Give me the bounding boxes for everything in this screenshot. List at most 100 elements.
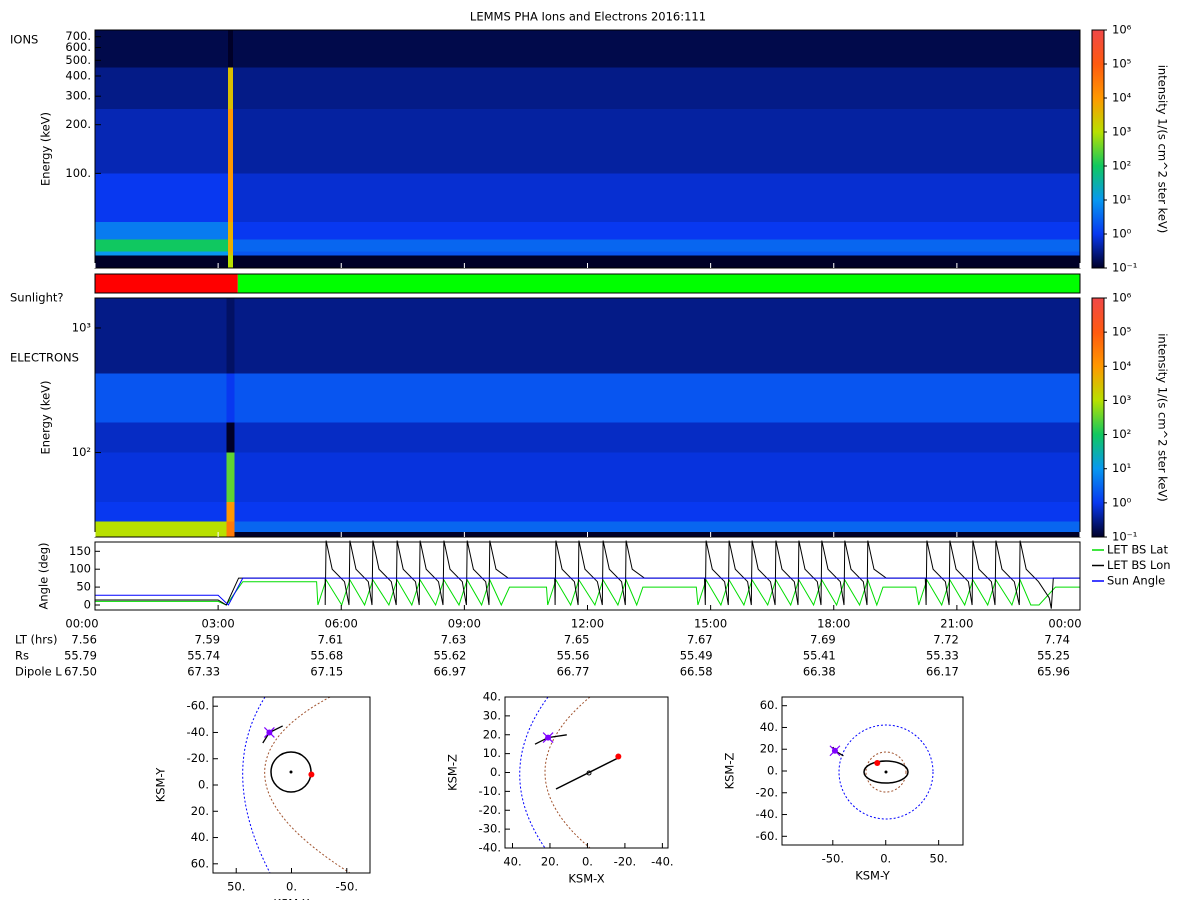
magnetopause [264,697,351,873]
x-axis-title: KSM-X [273,897,309,900]
colorbar-tick-label: 10⁻¹ [1112,530,1137,544]
heatmap-cell [234,452,1080,503]
colorbar-tick-label: 10⁰ [1112,227,1132,241]
sunlight-segment [237,274,1080,293]
colorbar-tick-label: 10² [1112,159,1131,173]
y-tick-label: 0. [767,764,778,778]
ephemeris-value: 55.41 [803,649,836,663]
ephemeris-label: LT (hrs) [15,633,58,647]
panel-label: Sunlight? [10,291,63,305]
magnetopause [865,751,907,793]
y-tick-label: 0. [198,778,209,792]
ephemeris-value: 55.33 [926,649,959,663]
heatmap-cell [232,30,1080,68]
orbit-decor [838,724,934,820]
heatmap-cell [227,173,233,223]
heatmap-cell [227,30,233,68]
heatmap-cell [95,109,228,174]
ephemeris-value: 7.56 [71,633,97,647]
ephemeris-value: 7.74 [1044,633,1070,647]
planet [884,770,888,774]
y-tick-label: 0. [490,765,501,779]
colorbar [1091,297,1105,538]
x-tick-label: -40. [651,855,673,869]
y-axis-title: Angle (deg) [37,542,51,609]
y-tick-label: -10. [479,784,501,798]
y-tick-label: 40. [191,830,209,844]
heatmap-cell [232,109,1080,174]
colorbar-tick-label: 10⁰ [1112,495,1132,509]
heatmap-cell [234,532,1080,537]
heatmap-cell [95,222,228,240]
ephemeris-value: 66.58 [680,665,713,679]
x-tick-label: 0. [286,880,297,894]
colorbar-tick-label: 10¹ [1112,193,1131,207]
heatmap-cell [226,452,235,503]
heatmap-cell [232,222,1080,240]
position-cross [829,745,841,757]
heatmap-cell [227,222,233,240]
y-tick-label: 20. [483,727,501,741]
y-tick-label: -60. [756,829,778,843]
ephemeris-value: 66.17 [926,665,959,679]
y-axis-title: KSM-Z [446,754,460,791]
heatmap-cell [234,373,1080,423]
position-marker [615,753,622,760]
orbit-decor [519,697,621,848]
heatmap-cell [95,173,228,223]
colorbar-tick-label: 10⁶ [1112,291,1132,305]
colorbar-tick-label: 10³ [1112,393,1132,407]
ephemeris-value: 7.61 [318,633,344,647]
heatmap-cell [95,532,227,537]
plot-frame [94,541,1081,611]
y-tick-label: 20. [191,804,209,818]
heatmap-cell [232,239,1080,252]
y-tick-label: 300. [65,89,91,103]
y-tick-label: 30. [483,708,501,722]
x-tick-label: 00:00 [1048,617,1081,631]
y-tick-label: 40. [760,720,778,734]
heatmap-cell [95,373,227,423]
heatmap-cell [227,251,233,256]
colorbar-tick-label: 10⁴ [1112,359,1132,373]
ephemeris-value: 55.25 [1037,649,1070,663]
y-tick-label: 400. [65,69,91,83]
heatmap-cell [226,373,235,423]
bow-shock [242,697,271,873]
panel-label: ELECTRONS [10,351,79,365]
y-tick-label: -40. [187,725,209,739]
y-tick-label: 10. [483,746,501,760]
heatmap-cell [95,255,228,268]
x-tick-label: 20. [541,855,559,869]
ephemeris-value: 65.96 [1037,665,1070,679]
colorbar [1091,29,1105,269]
heatmap-cell [232,173,1080,223]
y-tick-label: 50 [76,580,91,594]
position-marker [308,771,315,778]
heatmap-cell [232,255,1080,268]
heatmap-cell [227,239,233,252]
position-marker [874,759,881,766]
plot-frame [94,273,1081,294]
x-tick-label: -50. [822,852,844,866]
heatmap-cell [234,298,1080,374]
y-tick-label: 500. [65,53,91,67]
heatmap-cell [234,502,1080,522]
y-tick-label: 100 [69,562,91,576]
colorbar-tick-label: 10³ [1112,125,1132,139]
ephemeris-value: 55.79 [64,649,97,663]
ephemeris-value: 55.74 [187,649,220,663]
y-tick-label: 10³ [72,320,92,334]
heatmap-cell [226,532,235,537]
y-axis-title: KSM-Y [154,767,168,803]
ephemeris-value: 67.50 [64,665,97,679]
x-tick-label: 50. [930,852,948,866]
ephemeris-value: 55.68 [310,649,343,663]
x-axis-title: KSM-Y [855,869,891,883]
x-tick-label: 00:00 [65,617,98,631]
plot-frame [212,696,371,874]
y-axis-title: Energy (keV) [39,380,53,454]
legend-label: LET BS Lat [1107,543,1168,557]
y-tick-label: 200. [65,117,91,131]
